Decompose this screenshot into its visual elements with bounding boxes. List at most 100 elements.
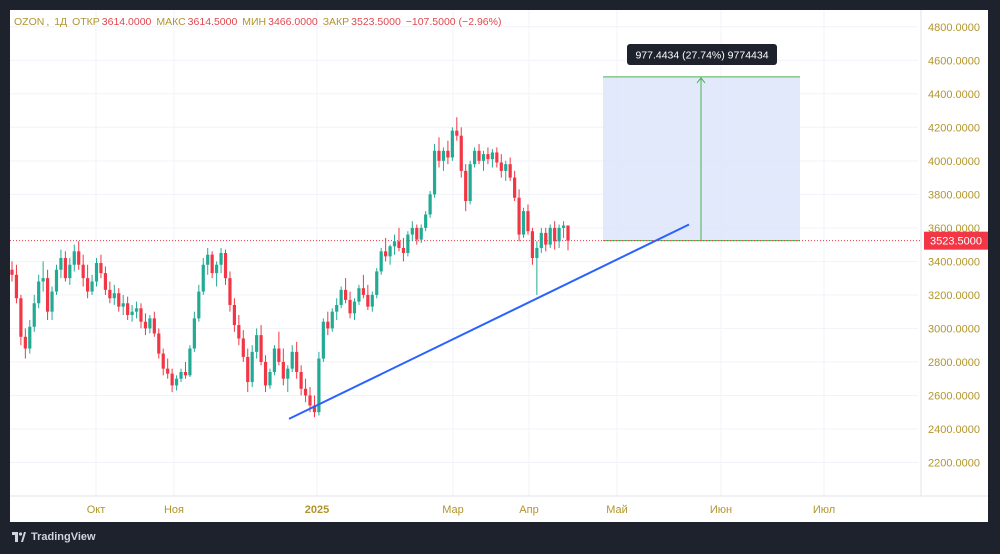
candle-body bbox=[241, 338, 245, 357]
candle bbox=[259, 325, 263, 366]
candle bbox=[277, 331, 281, 366]
candle bbox=[548, 224, 552, 248]
candle bbox=[210, 251, 214, 279]
candle bbox=[326, 311, 330, 336]
candle bbox=[268, 368, 272, 389]
candle bbox=[419, 224, 423, 243]
candle-body bbox=[566, 225, 570, 241]
trend-line bbox=[288, 223, 690, 420]
candle-body bbox=[183, 371, 188, 376]
candle bbox=[557, 224, 561, 248]
candle-body bbox=[10, 269, 14, 275]
candle bbox=[134, 301, 139, 319]
candle bbox=[263, 355, 268, 393]
price-tick-label: 3400.0000 bbox=[928, 256, 980, 268]
candle-body bbox=[357, 288, 361, 302]
candle bbox=[152, 311, 156, 337]
candle-body bbox=[548, 227, 552, 245]
candle-body bbox=[450, 130, 454, 158]
price-chart[interactable]: 2200.0000 2400.0000 2600.0000 2800.0000 3000… bbox=[10, 10, 988, 522]
candles bbox=[10, 117, 570, 418]
candle-body bbox=[250, 351, 254, 383]
candle-body bbox=[166, 368, 170, 374]
candle bbox=[223, 249, 228, 285]
time-tick-label: Ноя bbox=[164, 504, 184, 516]
candle bbox=[468, 160, 472, 205]
candle bbox=[139, 303, 143, 329]
candle-body bbox=[504, 164, 508, 171]
candle-body bbox=[54, 269, 59, 292]
candle-body bbox=[37, 281, 41, 304]
candle-body bbox=[535, 247, 539, 259]
candle-body bbox=[41, 278, 45, 282]
candle bbox=[241, 330, 245, 362]
candle-body bbox=[312, 405, 317, 413]
candle bbox=[352, 298, 357, 321]
candle-body bbox=[210, 254, 214, 274]
candle-body bbox=[272, 348, 277, 372]
price-tick-label: 2600.0000 bbox=[928, 390, 980, 402]
candle-body bbox=[384, 251, 388, 257]
timeframe[interactable]: 1Д bbox=[54, 16, 68, 28]
price-axis: 2200.0000 2400.0000 2600.0000 2800.0000 3000… bbox=[928, 22, 980, 470]
candle-body bbox=[72, 251, 76, 265]
candle-body bbox=[406, 234, 410, 253]
candle-body bbox=[472, 150, 477, 165]
candle-body bbox=[321, 321, 325, 359]
time-tick-label: 2025 bbox=[305, 504, 329, 516]
candle-body bbox=[477, 150, 481, 161]
candle-body bbox=[90, 281, 94, 292]
candle-body bbox=[179, 371, 183, 379]
price-tick-label: 2200.0000 bbox=[928, 457, 980, 469]
candle-body bbox=[428, 194, 432, 215]
price-tick-label: 4400.0000 bbox=[928, 89, 980, 101]
chart-area[interactable]: 2200.0000 2400.0000 2600.0000 2800.0000 3000… bbox=[10, 10, 988, 522]
candle-body bbox=[486, 154, 490, 160]
candle-body bbox=[561, 225, 566, 228]
candle bbox=[54, 264, 59, 295]
candle bbox=[450, 127, 454, 161]
candle bbox=[375, 268, 379, 299]
symbol-name[interactable]: OZON bbox=[14, 16, 45, 28]
candle-body bbox=[77, 251, 81, 265]
candle-body bbox=[348, 299, 352, 314]
candle-body bbox=[99, 263, 103, 274]
candle bbox=[161, 348, 165, 376]
candle-body bbox=[223, 253, 228, 279]
candle-body bbox=[23, 336, 27, 349]
candle bbox=[432, 144, 437, 198]
close-label: ЗАКР bbox=[322, 16, 350, 28]
candle bbox=[255, 328, 259, 359]
tradingview-brand[interactable]: TradingView bbox=[12, 531, 96, 543]
price-tick-label: 3200.0000 bbox=[928, 290, 980, 302]
candle-body bbox=[352, 301, 357, 314]
close-value: 3523.5000 bbox=[351, 16, 401, 28]
candle-body bbox=[295, 351, 299, 372]
price-tick-label: 4000.0000 bbox=[928, 156, 980, 168]
candle-body bbox=[19, 298, 23, 337]
candle bbox=[94, 258, 99, 287]
candle bbox=[384, 237, 388, 262]
candle bbox=[272, 345, 277, 376]
candle bbox=[32, 294, 36, 332]
candle-body bbox=[157, 333, 161, 354]
brand-name: TradingView bbox=[31, 531, 96, 543]
candle-body bbox=[397, 241, 401, 248]
high-label: МАКС bbox=[156, 16, 186, 28]
candle-body bbox=[437, 150, 441, 161]
candle bbox=[530, 227, 535, 265]
candle bbox=[192, 311, 196, 352]
candle bbox=[228, 271, 232, 312]
candle-body bbox=[530, 231, 535, 259]
candle-body bbox=[192, 318, 196, 349]
candle bbox=[183, 361, 188, 379]
candle bbox=[63, 251, 67, 282]
candle bbox=[441, 147, 446, 171]
candle-body bbox=[308, 395, 312, 406]
candle bbox=[459, 127, 463, 178]
candle bbox=[117, 288, 121, 312]
measure-arrow-head bbox=[696, 77, 706, 84]
candle bbox=[406, 231, 410, 257]
candle-body bbox=[197, 291, 201, 319]
candle-body bbox=[464, 170, 468, 202]
